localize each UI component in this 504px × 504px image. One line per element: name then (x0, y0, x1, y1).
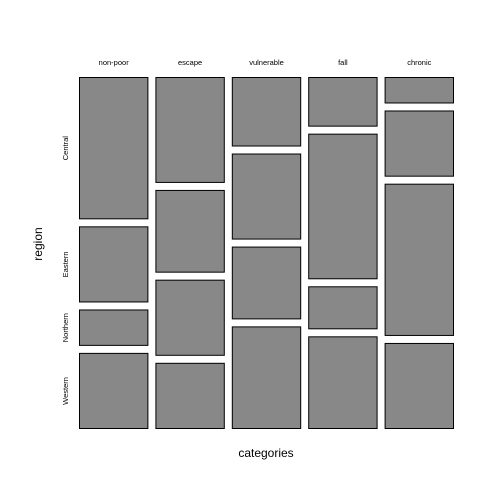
tile-non-poor-northern (79, 309, 149, 346)
row-labels: Central Eastern Northern Western (61, 136, 70, 405)
row-label-eastern: Eastern (61, 251, 70, 277)
tile-fall-western (308, 336, 378, 430)
tile-non-poor-western (79, 352, 149, 429)
tile-escape-eastern (155, 189, 225, 273)
y-axis-label: region (31, 227, 45, 260)
category-label-escape: escape (178, 58, 202, 67)
tile-escape-northern (155, 279, 225, 356)
category-label-vulnerable: vulnerable (249, 58, 284, 67)
category-label-non-poor: non-poor (99, 58, 130, 67)
category-label-chronic: chronic (407, 58, 431, 67)
x-axis-label: categories (238, 446, 293, 460)
tile-non-poor-eastern (79, 226, 149, 303)
tile-non-poor-central (79, 77, 149, 220)
tile-escape-central (155, 77, 225, 183)
tile-escape-western (155, 362, 225, 429)
row-label-northern: Northern (61, 313, 70, 342)
tile-chronic-central (384, 77, 455, 104)
tile-chronic-western (384, 342, 455, 429)
tile-chronic-eastern (384, 110, 455, 177)
tile-vulnerable-central (231, 77, 302, 147)
category-labels: non-poor escape vulnerable fall chronic (99, 58, 432, 67)
tile-vulnerable-western (231, 326, 302, 430)
tile-chronic-northern (384, 183, 455, 336)
category-label-fall: fall (338, 58, 348, 67)
tile-vulnerable-eastern (231, 153, 302, 240)
tile-fall-northern (308, 286, 378, 330)
row-label-western: Western (61, 377, 70, 405)
tile-fall-central (308, 77, 378, 127)
mosaic-tiles (79, 77, 455, 430)
tile-vulnerable-northern (231, 246, 302, 320)
tile-fall-eastern (308, 133, 378, 280)
row-label-central: Central (61, 136, 70, 161)
